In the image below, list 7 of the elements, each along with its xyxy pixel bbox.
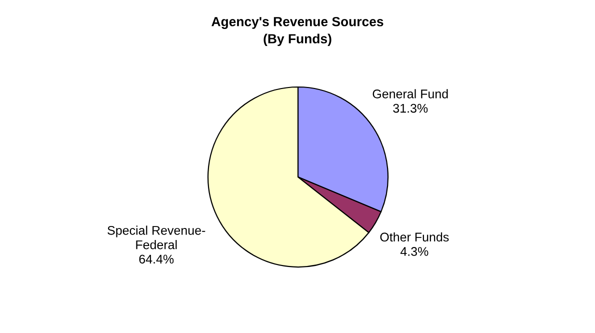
data-label: 4.3% (400, 247, 428, 256)
data-label: 31.3% (393, 104, 428, 113)
slice-label: General Fund (372, 89, 448, 98)
slice-label: Special Revenue- Federal (108, 226, 206, 250)
slice-label: Other Funds (380, 232, 449, 242)
data-label: 64.4% (139, 254, 174, 264)
chart-title: Agency's Revenue Sources (By Funds) (212, 16, 384, 46)
